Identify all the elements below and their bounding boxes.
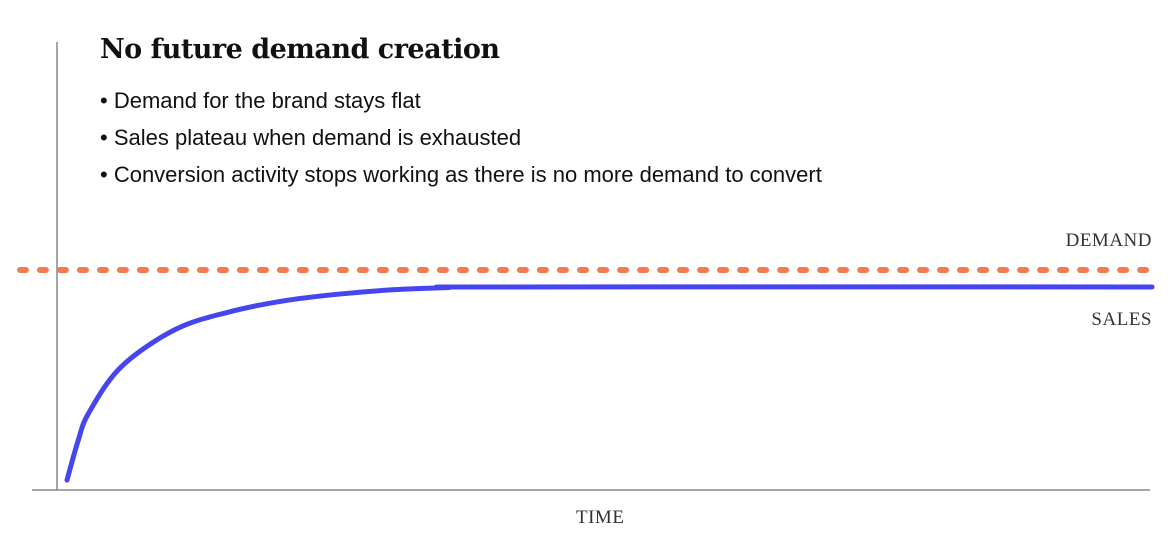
chart-title: No future demand creation [100,34,500,65]
bullet-item: • Demand for the brand stays flat [100,88,421,113]
bullet-item: • Sales plateau when demand is exhausted [100,125,522,150]
bullet-list: • Demand for the brand stays flat • Sale… [100,82,822,193]
bullet-item: • Conversion activity stops working as t… [100,162,822,187]
sales-label: SALES [1091,309,1152,330]
x-axis-label: TIME [576,507,625,528]
sales-line [64,284,1155,483]
demand-label: DEMAND [1065,230,1152,251]
